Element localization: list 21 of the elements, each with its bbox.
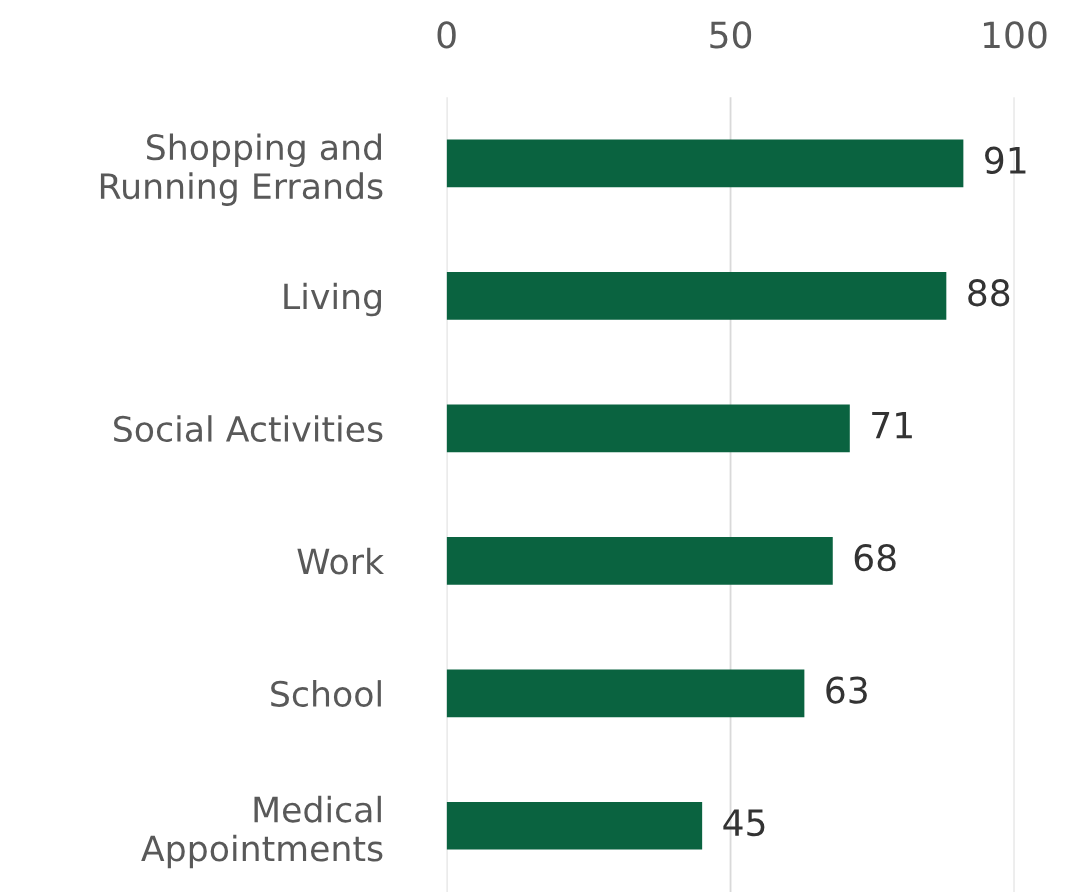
data-label: 71 — [872, 412, 912, 439]
data-label: 45 — [723, 809, 765, 837]
data-label: 88 — [968, 279, 1010, 307]
data-label: 68 — [854, 544, 896, 572]
y-tick-label: Social Activities — [114, 415, 383, 443]
y-tick-label: School — [271, 680, 381, 707]
y-tick-label: Work — [297, 547, 385, 575]
x-tick-label: 50 — [710, 21, 752, 49]
data-label: 91 — [985, 146, 1026, 174]
bar — [446, 801, 703, 850]
y-tick-label: Medical Appointments — [141, 795, 383, 869]
x-tick-label: 100 — [983, 21, 1047, 49]
bar — [446, 139, 964, 188]
data-label: 63 — [826, 676, 867, 704]
bar — [446, 669, 805, 718]
bar — [446, 404, 850, 453]
y-tick-label: Shopping and Running Errands — [100, 133, 383, 206]
y-tick-label: Living — [284, 282, 381, 317]
x-tick-label: 0 — [437, 21, 456, 49]
bar — [446, 272, 947, 320]
bar — [446, 537, 833, 585]
